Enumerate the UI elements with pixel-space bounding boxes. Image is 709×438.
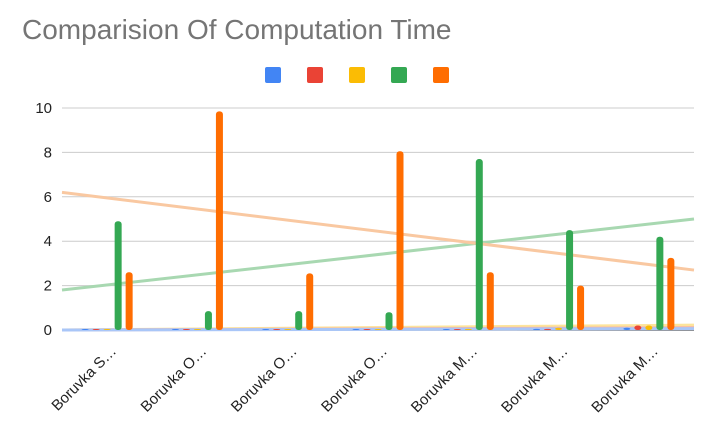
y-tick-label: 2 bbox=[44, 278, 52, 295]
trendline-2 bbox=[61, 190, 695, 272]
bar-series-2 bbox=[453, 329, 461, 330]
y-tick-label: 6 bbox=[44, 189, 52, 206]
bar-series-5 bbox=[396, 151, 404, 330]
legend-swatch-3 bbox=[349, 67, 365, 83]
trendlines bbox=[61, 190, 695, 332]
y-axis-ticks: 0 2 4 6 8 10 bbox=[35, 100, 52, 339]
bar-series-5 bbox=[486, 272, 494, 330]
bar-series-5 bbox=[215, 111, 223, 330]
legend bbox=[265, 67, 449, 83]
x-category-label: Boruvka O… bbox=[138, 343, 211, 416]
bar-series-5 bbox=[577, 285, 585, 330]
bar-series-4 bbox=[385, 312, 393, 330]
bar-series-2 bbox=[544, 328, 552, 330]
bar-series-1 bbox=[352, 329, 360, 330]
trendline-1 bbox=[61, 217, 695, 292]
bar-series-2 bbox=[182, 329, 190, 330]
bar-series-2 bbox=[634, 325, 642, 330]
x-category-label: Boruvka O… bbox=[318, 343, 391, 416]
gridlines bbox=[62, 107, 694, 331]
bar-series-1 bbox=[81, 329, 89, 330]
bar-series-3 bbox=[284, 329, 292, 330]
bar-series-1 bbox=[533, 328, 541, 330]
y-tick-label: 4 bbox=[44, 233, 52, 250]
bar-series-4 bbox=[656, 236, 664, 330]
bar-series-5 bbox=[667, 257, 675, 330]
bar-series-4 bbox=[295, 311, 303, 330]
x-category-label: Boruvka M… bbox=[588, 343, 661, 416]
legend-swatch-5 bbox=[433, 67, 449, 83]
bar-series-4 bbox=[566, 230, 574, 330]
bar-series-3 bbox=[555, 327, 563, 330]
y-tick-label: 10 bbox=[35, 100, 52, 117]
chart-title: Comparision Of Computation Time bbox=[22, 14, 452, 45]
bar-series-4 bbox=[114, 221, 122, 330]
x-axis-labels: Boruvka S… Boruvka O… Boruvka O… Boruvka O…… bbox=[48, 343, 661, 416]
legend-swatch-2 bbox=[307, 67, 323, 83]
y-tick-label: 0 bbox=[44, 322, 52, 339]
bar-series-2 bbox=[273, 329, 281, 330]
bar-series-4 bbox=[204, 311, 212, 330]
bar-series-5 bbox=[306, 273, 314, 330]
legend-swatch-1 bbox=[265, 67, 281, 83]
bar-series-1 bbox=[623, 327, 631, 330]
bar-series-2 bbox=[363, 329, 371, 330]
bar-series-2 bbox=[92, 329, 100, 330]
x-category-label: Boruvka M… bbox=[498, 343, 571, 416]
bar-series-3 bbox=[193, 329, 201, 330]
bar-series-1 bbox=[442, 329, 450, 330]
bar-series-3 bbox=[645, 325, 653, 330]
bar-series-5 bbox=[125, 272, 133, 330]
x-category-label: Boruvka M… bbox=[408, 343, 481, 416]
bar-series-1 bbox=[171, 329, 179, 330]
x-category-label: Boruvka S… bbox=[48, 343, 120, 415]
bar-series-4 bbox=[475, 159, 483, 330]
y-tick-label: 8 bbox=[44, 144, 52, 161]
bar-series-3 bbox=[374, 329, 382, 330]
bar-series-3 bbox=[103, 329, 111, 330]
legend-swatch-4 bbox=[391, 67, 407, 83]
bar-series-1 bbox=[262, 329, 270, 330]
bars bbox=[81, 111, 675, 330]
x-category-label: Boruvka O… bbox=[228, 343, 301, 416]
bar-series-3 bbox=[464, 328, 472, 330]
